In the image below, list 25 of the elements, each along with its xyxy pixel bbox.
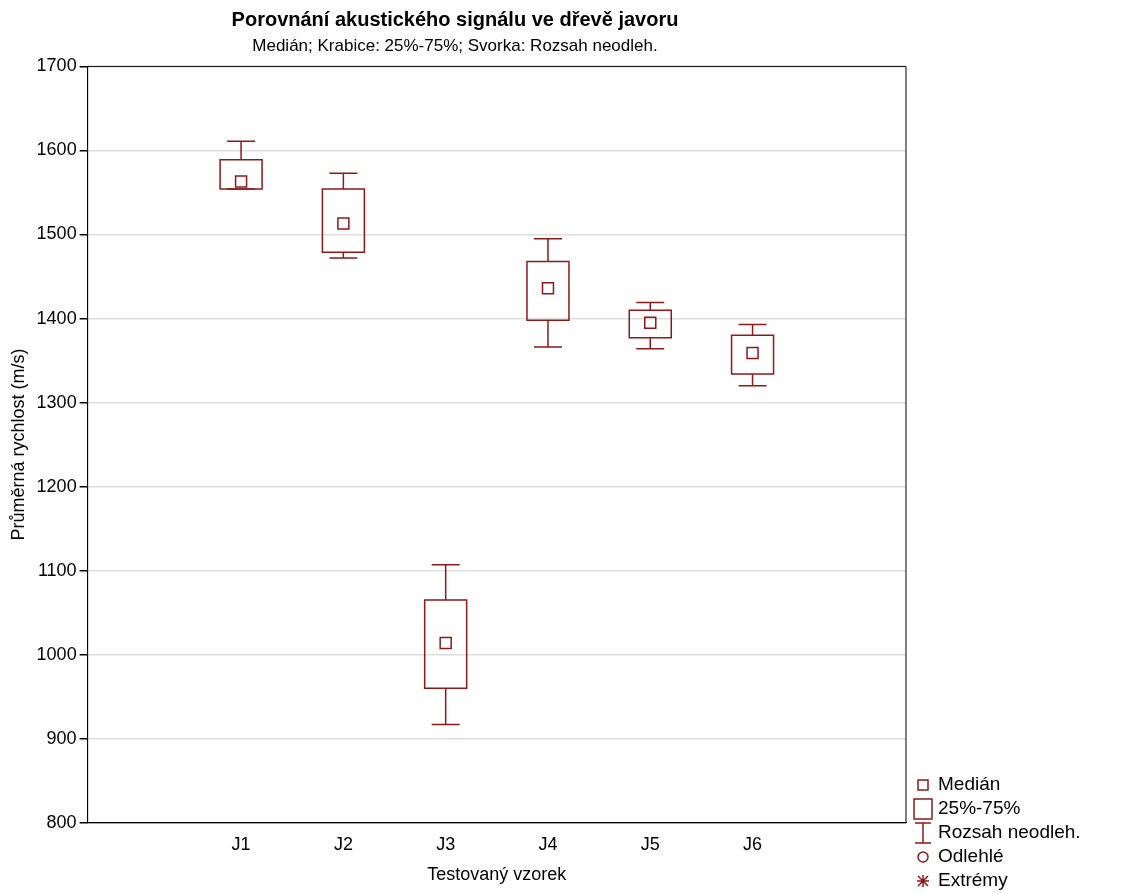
y-tick-label: 1700	[36, 55, 77, 76]
y-axis-title: Průměrná rychlost (m/s)	[7, 348, 28, 541]
y-tick-label: 800	[46, 811, 77, 832]
text: Extrémy	[938, 869, 1008, 891]
y-tick-label: 1100	[37, 559, 77, 580]
text: 25%-75%	[938, 797, 1021, 819]
text: Rozsah neodleh.	[938, 821, 1081, 843]
x-tick-label: J2	[333, 833, 353, 854]
x-tick-label: J3	[436, 833, 456, 854]
chart-subtitle: Medián; Krabice: 25%-75%; Svorka: Rozsah neodleh.	[252, 35, 658, 55]
x-tick-label: J5	[640, 833, 660, 854]
x-tick-label: J4	[538, 833, 558, 854]
x-axis-title: Testovaný vzorek	[427, 864, 568, 885]
y-tick-label: 1600	[36, 139, 77, 160]
y-tick-label: 1000	[36, 643, 77, 664]
x-tick-label: J6	[743, 833, 763, 854]
text: Odlehlé	[938, 845, 1004, 867]
x-tick-label: J1	[231, 833, 251, 854]
y-tick-label: 1200	[36, 475, 77, 496]
y-tick-label: 1300	[36, 391, 77, 412]
y-tick-label: 900	[46, 727, 77, 748]
y-tick-label: 1500	[36, 223, 77, 244]
y-tick-label: 1400	[36, 307, 77, 328]
text: Medián	[938, 773, 1001, 795]
chart-title: Porovnání akustického signálu ve dřevě javoru	[231, 7, 679, 30]
